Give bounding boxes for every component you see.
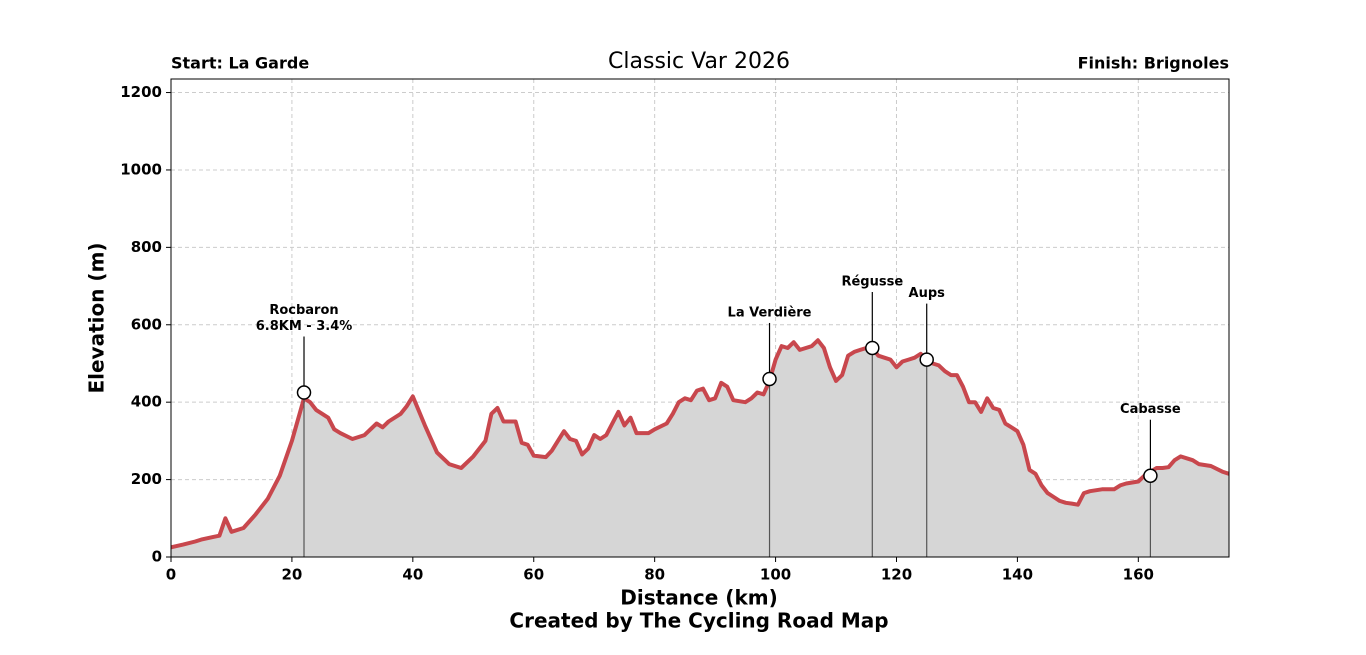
annotation-label: Rocbaron [269,303,338,318]
start-label: Start: La Garde [171,54,309,73]
plot-frame [170,78,1230,558]
y-tick-label: 200 [131,470,162,488]
y-tick-label: 600 [131,315,162,333]
annotation-label: Cabasse [1120,402,1181,417]
x-tick-label: 60 [523,566,544,584]
x-tick-label: 120 [881,566,912,584]
annotation-marker [1143,468,1158,483]
y-tick-label: 0 [152,548,162,566]
x-tick-label: 160 [1123,566,1154,584]
x-tick-label: 140 [1002,566,1033,584]
x-tick-label: 80 [644,566,665,584]
y-tick-label: 800 [131,238,162,256]
y-tick-label: 1000 [120,160,162,178]
annotation-label: Régusse [841,274,903,289]
x-tick-label: 20 [281,566,302,584]
x-tick-label: 100 [760,566,791,584]
elevation-line [170,338,1230,550]
chart-title: Classic Var 2026 [608,49,790,74]
y-axis-label: Elevation (m) [85,242,109,393]
annotation-marker [296,385,312,400]
annotation-label: 6.8KM - 3.4% [256,319,353,334]
y-tick-label: 1200 [120,83,162,101]
elevation-area [171,340,1229,557]
annotation-label: La Verdière [728,305,812,320]
annotation-label: Aups [909,286,946,301]
x-tick-label: 40 [402,566,423,584]
y-tick-label: 400 [131,393,162,411]
footer: Created by The Cycling Road Map [509,609,888,633]
annotation-marker [865,340,880,356]
finish-label: Finish: Brignoles [1078,54,1229,73]
x-axis-label: Distance (km) [620,586,777,610]
x-tick-label: 0 [166,566,176,584]
annotation-marker [919,352,934,367]
annotation-marker [762,371,777,387]
